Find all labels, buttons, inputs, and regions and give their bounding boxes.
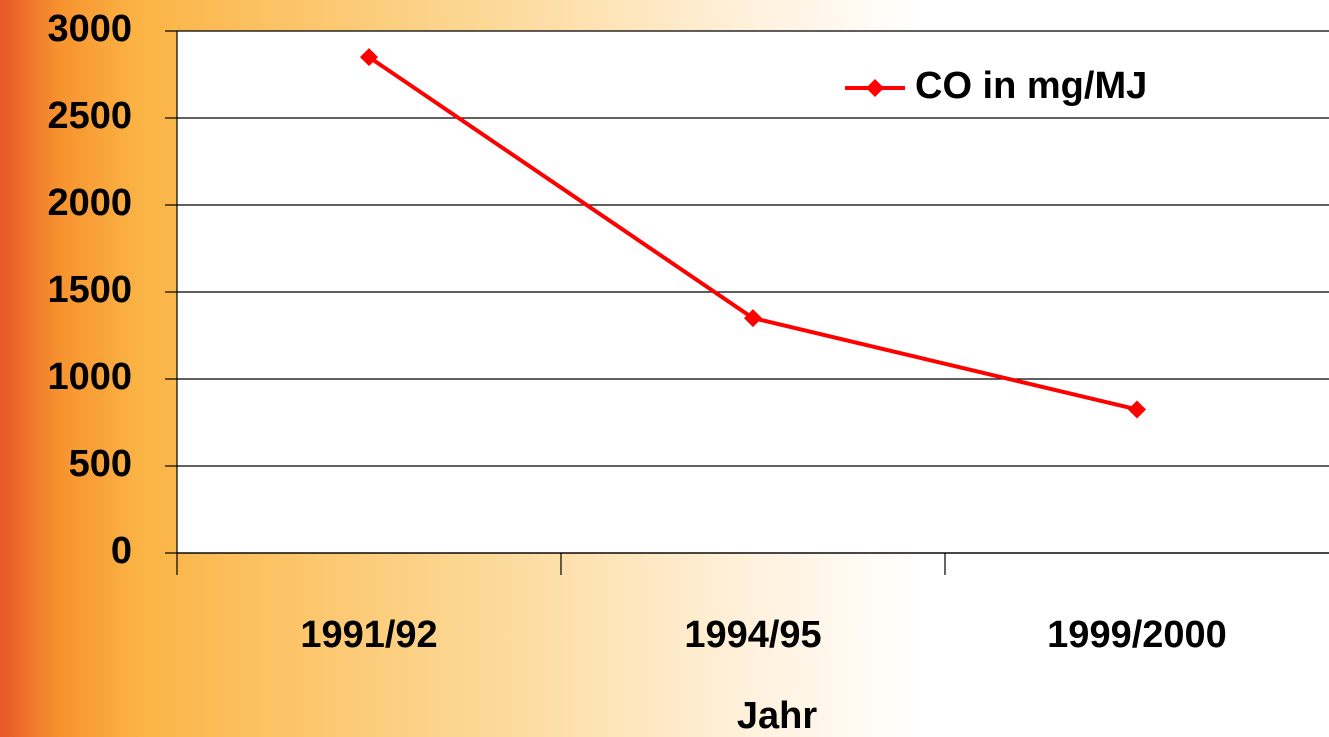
data-point (1128, 400, 1146, 419)
y-tick-label: 2500 (47, 95, 132, 137)
x-tick-label: 1994/95 (684, 614, 821, 656)
y-tick-label: 1000 (47, 356, 132, 398)
y-tick-label: 1500 (47, 269, 132, 311)
x-axis-label: Jahr (737, 695, 817, 737)
data-point (744, 309, 762, 328)
y-tick-label: 0 (111, 530, 132, 572)
x-tick-label: 1999/2000 (1047, 614, 1227, 656)
legend-marker (866, 79, 884, 97)
data-point (360, 48, 378, 67)
y-tick-label: 500 (69, 443, 132, 485)
y-tick-label: 3000 (47, 8, 132, 50)
y-tick-label: 2000 (47, 182, 132, 224)
legend-label: CO in mg/MJ (915, 65, 1147, 107)
x-tick-label: 1991/92 (300, 614, 437, 656)
